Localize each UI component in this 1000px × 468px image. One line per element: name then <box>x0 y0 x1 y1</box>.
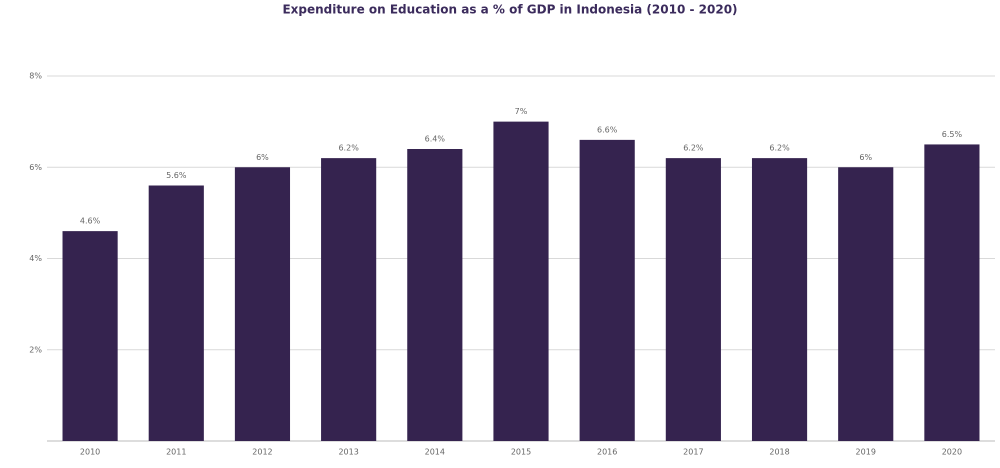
value-label: 4.6% <box>80 217 101 226</box>
bar <box>665 158 721 441</box>
x-tick-label: 2013 <box>338 448 358 457</box>
value-label: 6.4% <box>425 135 446 144</box>
bar <box>148 185 204 441</box>
value-label: 6.6% <box>597 125 618 134</box>
value-label: 6.2% <box>683 144 704 153</box>
bar <box>234 167 291 441</box>
bar <box>838 167 894 441</box>
value-label: 6.2% <box>769 144 790 153</box>
bar <box>751 158 808 441</box>
value-label: 6% <box>256 153 269 162</box>
bar <box>321 158 377 441</box>
value-label: 6% <box>859 153 872 162</box>
x-tick-label: 2014 <box>425 448 445 457</box>
x-tick-label: 2016 <box>597 448 617 457</box>
value-label: 6.2% <box>338 144 359 153</box>
y-tick-label: 6% <box>29 163 42 172</box>
x-tick-label: 2010 <box>80 448 100 457</box>
y-tick-label: 2% <box>29 345 42 354</box>
value-label: 7% <box>515 107 528 116</box>
bar <box>579 139 635 441</box>
bar <box>62 231 118 441</box>
x-tick-label: 2017 <box>683 448 703 457</box>
bar <box>493 121 549 441</box>
value-label: 6.5% <box>942 130 963 139</box>
y-tick-label: 8% <box>29 72 42 81</box>
bar <box>924 144 980 441</box>
bar <box>407 149 463 441</box>
x-tick-label: 2018 <box>769 448 789 457</box>
x-tick-label: 2019 <box>856 448 876 457</box>
value-label: 5.6% <box>166 171 187 180</box>
x-tick-label: 2012 <box>252 448 272 457</box>
x-tick-label: 2011 <box>166 448 186 457</box>
y-tick-label: 4% <box>29 254 42 263</box>
x-tick-label: 2020 <box>942 448 962 457</box>
x-tick-label: 2015 <box>511 448 531 457</box>
chart-title: Expenditure on Education as a % of GDP i… <box>282 3 737 17</box>
